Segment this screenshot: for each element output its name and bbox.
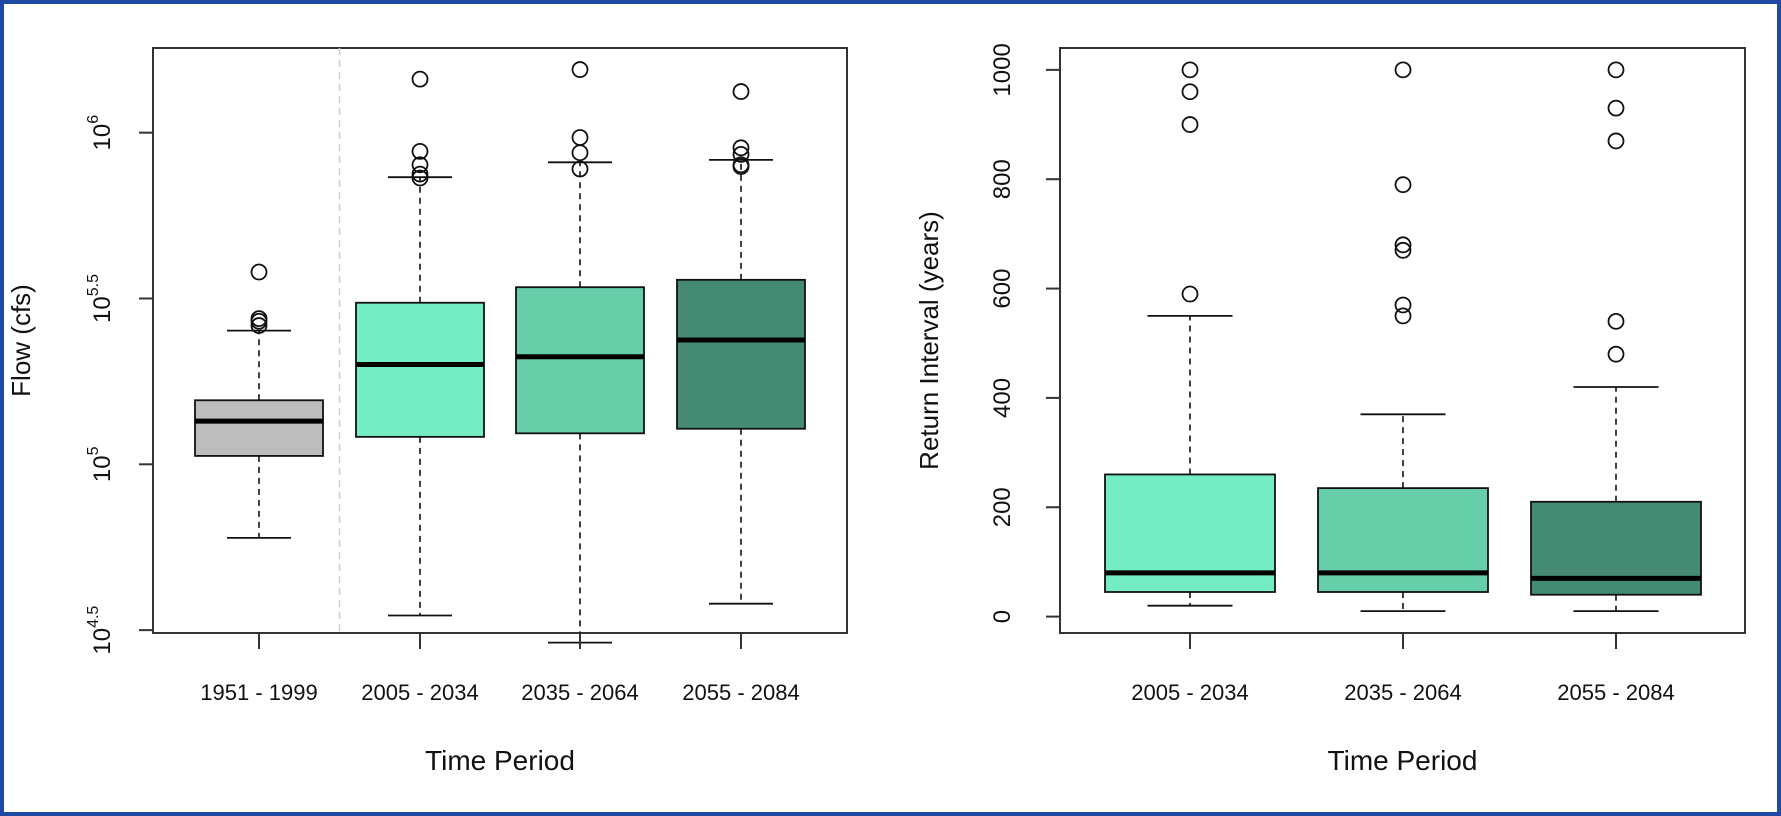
x-tick-label: 2035 - 2064 bbox=[521, 680, 638, 705]
y-tick-label: 105.5 bbox=[85, 274, 116, 323]
y-tick-label: 104.5 bbox=[85, 606, 116, 655]
outlier-point bbox=[1394, 61, 1412, 79]
box-3: 2055 - 2084 bbox=[1530, 61, 1702, 705]
outlier-point bbox=[1394, 296, 1412, 314]
box-3: 2035 - 2064 bbox=[515, 61, 645, 705]
x-axis-label: Time Period bbox=[1328, 745, 1478, 776]
outlier-point bbox=[571, 144, 589, 162]
interquartile-box bbox=[355, 301, 485, 438]
box-1: 1951 - 1999 bbox=[194, 263, 324, 705]
box-2: 2035 - 2064 bbox=[1317, 61, 1489, 705]
outlier-point bbox=[1181, 83, 1199, 101]
y-tick-exponent: 5.5 bbox=[85, 274, 102, 296]
box-2: 2005 - 2034 bbox=[355, 70, 485, 705]
box-4: 2055 - 2084 bbox=[676, 83, 806, 705]
y-tick-base: 10 bbox=[89, 124, 116, 151]
outlier-point bbox=[732, 139, 750, 157]
outlier-point bbox=[411, 143, 429, 160]
interquartile-box bbox=[676, 278, 806, 430]
x-tick-label: 1951 - 1999 bbox=[200, 680, 317, 705]
x-tick-label: 2055 - 2084 bbox=[682, 680, 799, 705]
outlier-point bbox=[250, 263, 268, 281]
outlier-point bbox=[1181, 116, 1199, 133]
outlier-point bbox=[1394, 307, 1412, 325]
outlier-point bbox=[250, 317, 268, 334]
interquartile-box bbox=[515, 286, 645, 435]
outlier-point bbox=[1607, 61, 1625, 79]
y-tick-label: 106 bbox=[85, 115, 116, 151]
x-tick-label: 2005 - 2034 bbox=[1131, 680, 1248, 705]
outlier-point bbox=[411, 156, 429, 174]
box-1: 2005 - 2034 bbox=[1104, 61, 1276, 705]
outlier-point bbox=[571, 129, 589, 146]
outlier-point bbox=[1607, 345, 1625, 363]
outlier-point bbox=[1607, 99, 1625, 117]
interquartile-box bbox=[194, 399, 324, 457]
y-tick-label: 400 bbox=[989, 378, 1016, 418]
plot-border bbox=[152, 47, 848, 634]
outlier-point bbox=[1607, 132, 1625, 150]
y-axis-label: Flow (cfs) bbox=[6, 284, 36, 397]
y-tick-label: 800 bbox=[989, 159, 1016, 199]
y-tick-label: 105 bbox=[85, 446, 116, 482]
outlier-point bbox=[571, 61, 589, 78]
y-tick-exponent: 5 bbox=[85, 446, 102, 455]
x-tick-label: 2005 - 2034 bbox=[361, 680, 478, 705]
y-tick-base: 10 bbox=[89, 296, 116, 323]
y-tick-base: 10 bbox=[89, 455, 116, 482]
outlier-point bbox=[571, 160, 589, 178]
outlier-point bbox=[411, 70, 429, 88]
y-tick-label: 0 bbox=[989, 610, 1016, 623]
outlier-point bbox=[1394, 236, 1412, 254]
x-tick-label: 2055 - 2084 bbox=[1557, 680, 1674, 705]
y-tick-exponent: 4.5 bbox=[85, 606, 102, 628]
y-tick-label: 600 bbox=[989, 269, 1016, 309]
outlier-point bbox=[411, 169, 429, 187]
outlier-point bbox=[1394, 176, 1412, 194]
outlier-point bbox=[1181, 61, 1199, 79]
y-axis-label: Return Interval (years) bbox=[914, 211, 944, 470]
x-tick-label: 2035 - 2064 bbox=[1344, 680, 1461, 705]
outlier-point bbox=[1394, 241, 1412, 259]
y-tick-base: 10 bbox=[89, 628, 116, 655]
outlier-point bbox=[732, 83, 750, 100]
outlier-point bbox=[732, 145, 750, 163]
outlier-point bbox=[411, 165, 429, 183]
y-tick-label: 200 bbox=[989, 487, 1016, 527]
outlier-point bbox=[732, 158, 750, 176]
outlier-point bbox=[1181, 285, 1199, 303]
interquartile-box bbox=[1317, 487, 1489, 593]
boxplot-panel-2: 0 200 400 600 800 1000 Return Interval (years)… bbox=[914, 43, 1746, 776]
outlier-point bbox=[250, 312, 268, 330]
y-tick-label: 1000 bbox=[989, 43, 1016, 96]
x-axis-label: Time Period bbox=[425, 745, 575, 776]
outlier-point bbox=[1607, 312, 1625, 330]
y-tick-exponent: 6 bbox=[85, 115, 102, 124]
